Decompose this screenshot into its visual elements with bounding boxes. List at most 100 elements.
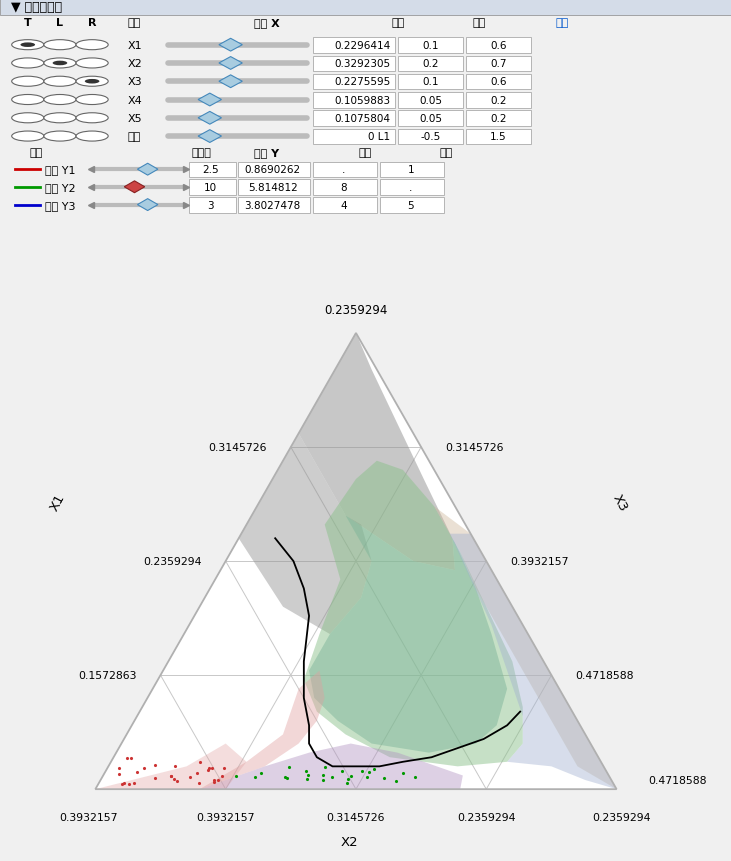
- Polygon shape: [219, 76, 243, 89]
- Text: -0.5: -0.5: [420, 132, 441, 142]
- FancyBboxPatch shape: [466, 57, 531, 72]
- Polygon shape: [124, 182, 145, 194]
- Polygon shape: [304, 461, 523, 766]
- Text: X3: X3: [610, 492, 629, 513]
- Text: 1.5: 1.5: [491, 132, 507, 142]
- Text: 因子: 因子: [128, 18, 141, 28]
- FancyBboxPatch shape: [398, 93, 463, 108]
- FancyBboxPatch shape: [466, 130, 531, 146]
- Text: 3: 3: [207, 201, 214, 210]
- FancyBboxPatch shape: [313, 198, 377, 214]
- Circle shape: [44, 40, 76, 51]
- Text: 上限: 上限: [472, 18, 485, 28]
- Circle shape: [44, 77, 76, 87]
- FancyBboxPatch shape: [313, 57, 395, 72]
- Text: 0.2359294: 0.2359294: [325, 304, 387, 317]
- Text: 0.3932157: 0.3932157: [197, 812, 255, 822]
- Text: 0.1059883: 0.1059883: [334, 96, 390, 105]
- Text: 1: 1: [407, 165, 414, 175]
- Text: 0.2359294: 0.2359294: [143, 556, 202, 567]
- Text: 0.2359294: 0.2359294: [457, 812, 515, 822]
- FancyBboxPatch shape: [189, 180, 236, 195]
- Text: 更改: 更改: [556, 18, 569, 28]
- Text: 当前 Y: 当前 Y: [254, 147, 279, 158]
- Circle shape: [20, 43, 35, 48]
- Text: 0.4718588: 0.4718588: [648, 775, 707, 785]
- Text: 下限: 下限: [392, 18, 405, 28]
- Text: T: T: [24, 18, 31, 28]
- Text: 下限: 下限: [359, 147, 372, 158]
- Text: 10: 10: [204, 183, 217, 193]
- Text: ▼ 混料刻画器: ▼ 混料刻画器: [11, 2, 62, 15]
- FancyBboxPatch shape: [466, 39, 531, 54]
- Text: 0.3292305: 0.3292305: [334, 59, 390, 69]
- Circle shape: [76, 132, 108, 142]
- Text: 0.7: 0.7: [491, 59, 507, 69]
- Circle shape: [44, 59, 76, 69]
- Polygon shape: [95, 671, 325, 790]
- Polygon shape: [95, 744, 246, 790]
- FancyBboxPatch shape: [466, 111, 531, 127]
- Circle shape: [53, 62, 67, 66]
- Polygon shape: [95, 333, 616, 790]
- Text: 0.4718588: 0.4718588: [575, 671, 634, 680]
- Polygon shape: [137, 200, 158, 211]
- Circle shape: [85, 80, 99, 84]
- Text: 0.3932157: 0.3932157: [510, 556, 569, 567]
- FancyBboxPatch shape: [380, 163, 444, 178]
- Circle shape: [76, 77, 108, 87]
- FancyBboxPatch shape: [466, 75, 531, 90]
- Polygon shape: [299, 333, 455, 571]
- Text: .: .: [409, 183, 412, 193]
- Text: 3.8027478: 3.8027478: [245, 201, 300, 210]
- Circle shape: [12, 132, 44, 142]
- Text: 0 L1: 0 L1: [368, 132, 390, 142]
- Circle shape: [76, 40, 108, 51]
- Text: 类型: 类型: [128, 132, 141, 142]
- Text: 0.1: 0.1: [423, 40, 439, 51]
- Text: 预测 Y2: 预测 Y2: [45, 183, 76, 193]
- Polygon shape: [239, 434, 371, 635]
- Polygon shape: [309, 516, 507, 753]
- FancyBboxPatch shape: [398, 111, 463, 127]
- Polygon shape: [198, 131, 221, 143]
- FancyBboxPatch shape: [189, 198, 236, 214]
- Text: X2: X2: [341, 835, 358, 848]
- Text: 预测 Y3: 预测 Y3: [45, 201, 76, 210]
- Circle shape: [44, 132, 76, 142]
- Polygon shape: [95, 744, 463, 790]
- Text: X2: X2: [128, 59, 143, 69]
- Text: X4: X4: [128, 96, 143, 105]
- Text: 4: 4: [340, 201, 347, 210]
- Text: 5.814812: 5.814812: [248, 183, 298, 193]
- FancyBboxPatch shape: [398, 130, 463, 146]
- FancyBboxPatch shape: [313, 75, 395, 90]
- Text: R: R: [88, 18, 96, 28]
- Polygon shape: [434, 507, 616, 790]
- Text: 等高线: 等高线: [191, 147, 211, 158]
- Text: 0.8690262: 0.8690262: [245, 165, 300, 175]
- Circle shape: [12, 114, 44, 124]
- Text: 0.05: 0.05: [419, 114, 442, 124]
- Text: 0.6: 0.6: [491, 77, 507, 87]
- Text: X1: X1: [128, 40, 143, 51]
- FancyBboxPatch shape: [466, 93, 531, 108]
- FancyBboxPatch shape: [189, 163, 236, 178]
- Circle shape: [12, 96, 44, 105]
- Circle shape: [12, 77, 44, 87]
- Text: 上限: 上限: [439, 147, 452, 158]
- Text: 2.5: 2.5: [202, 165, 219, 175]
- Text: X3: X3: [128, 77, 143, 87]
- Text: 预测 Y1: 预测 Y1: [45, 165, 76, 175]
- Circle shape: [44, 114, 76, 124]
- Text: 0.1: 0.1: [423, 77, 439, 87]
- Text: 当前 X: 当前 X: [254, 18, 280, 28]
- Text: 5: 5: [407, 201, 414, 210]
- FancyBboxPatch shape: [398, 75, 463, 90]
- FancyBboxPatch shape: [313, 163, 377, 178]
- Polygon shape: [137, 164, 158, 176]
- Text: 0.1572863: 0.1572863: [77, 671, 137, 680]
- Text: 0.3145726: 0.3145726: [445, 443, 504, 453]
- FancyBboxPatch shape: [238, 163, 310, 178]
- Text: .: .: [342, 165, 345, 175]
